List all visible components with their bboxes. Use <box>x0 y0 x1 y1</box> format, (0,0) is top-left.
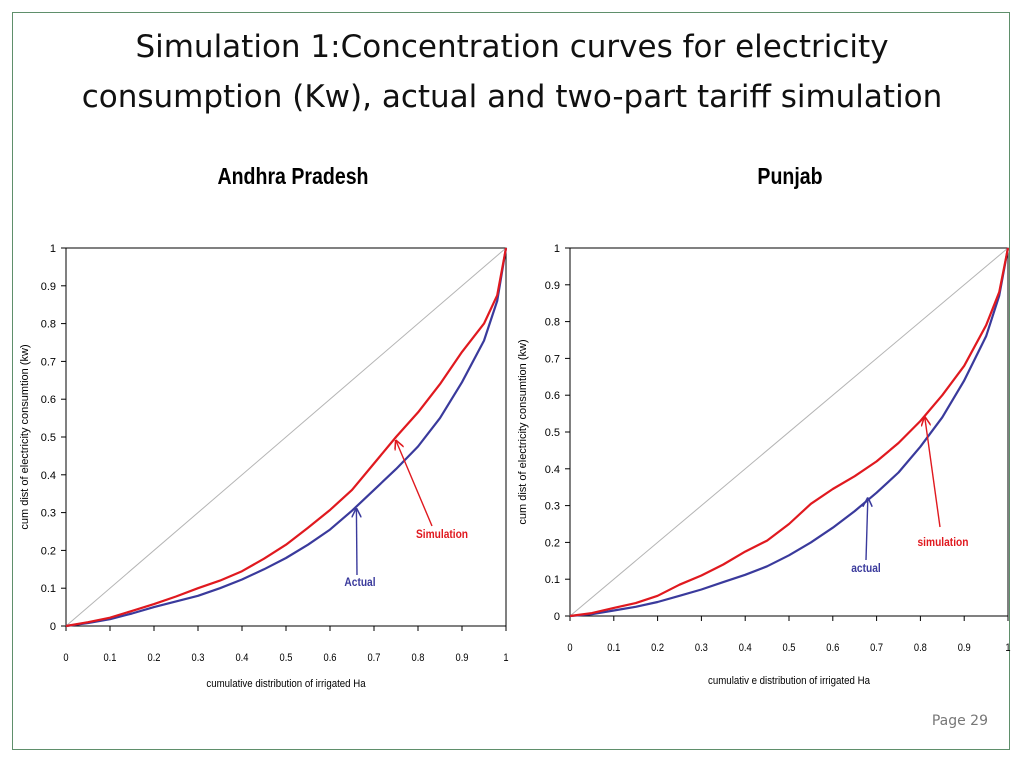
y-tick-label-punjab-5: 0.5 <box>545 427 560 439</box>
y-tick-label-punjab-8: 0.8 <box>545 317 560 329</box>
x-tick-label-andhra-pradesh-7: 0.7 <box>368 652 381 664</box>
y-tick-label-andhra-pradesh-5: 0.5 <box>41 432 56 444</box>
x-tick-label-punjab-6: 0.6 <box>826 642 839 654</box>
y-tick-label-andhra-pradesh-7: 0.7 <box>41 356 56 368</box>
chart-title-punjab: Punjab <box>757 163 823 189</box>
x-tick-label-andhra-pradesh-3: 0.3 <box>192 652 205 664</box>
series-actual-andhra-pradesh <box>65 247 508 628</box>
page-number: Page 29 <box>931 713 988 729</box>
x-tick-label-andhra-pradesh-8: 0.8 <box>412 652 425 664</box>
annotation-arrow-simulation-andhra-pradesh <box>396 441 433 527</box>
x-tick-label-punjab-1: 0.1 <box>607 642 620 654</box>
y-tick-label-punjab-7: 0.7 <box>545 353 560 365</box>
annotation-arrow-actual-punjab <box>866 498 868 561</box>
equality-line-punjab <box>569 247 1009 617</box>
x-tick-label-punjab-8: 0.8 <box>914 642 927 654</box>
x-tick-label-andhra-pradesh-1: 0.1 <box>104 652 117 664</box>
y-tick-label-punjab-9: 0.9 <box>545 280 560 292</box>
x-axis-label-punjab: cumulativ e distribution of irrigated Ha <box>708 676 870 688</box>
y-tick-label-punjab-4: 0.4 <box>545 464 560 476</box>
y-tick-label-andhra-pradesh-1: 0.1 <box>41 583 56 595</box>
series-simulation-andhra-pradesh <box>65 247 508 628</box>
y-tick-label-punjab-6: 0.6 <box>545 390 560 402</box>
equality-line-andhra-pradesh <box>65 247 507 627</box>
chart-punjab: 0 0.1 0.2 0.3 0.4 0.5 0.6 0.7 0.8 0.9 1 0 0.1 0.2 0.3 0… <box>517 243 1011 687</box>
x-tick-label-punjab-7: 0.7 <box>870 642 883 654</box>
annotation-arrow-simulation-punjab <box>925 417 941 528</box>
y-tick-label-punjab-10: 1 <box>554 243 560 255</box>
y-tick-label-andhra-pradesh-2: 0.2 <box>41 545 56 557</box>
x-tick-label-punjab-5: 0.5 <box>783 642 796 654</box>
y-tick-label-andhra-pradesh-4: 0.4 <box>41 470 56 482</box>
x-tick-label-punjab-10: 1 <box>1005 642 1010 654</box>
series-actual-punjab <box>569 247 1010 618</box>
x-tick-label-andhra-pradesh-4: 0.4 <box>236 652 249 664</box>
y-tick-label-punjab-0: 0 <box>554 611 560 623</box>
y-tick-label-andhra-pradesh-6: 0.6 <box>41 394 56 406</box>
chart-andhra-pradesh: 0 0.1 0.2 0.3 0.4 0.5 0.6 0.7 0.8 0.9 1 0 0.1 0.2 0.3 0… <box>19 243 509 690</box>
annotation-label-actual-andhra-pradesh: Actual <box>344 576 375 589</box>
x-tick-label-punjab-3: 0.3 <box>695 642 708 654</box>
slide-border <box>12 12 1010 750</box>
x-tick-label-punjab-2: 0.2 <box>651 642 664 654</box>
y-tick-label-andhra-pradesh-0: 0 <box>50 621 56 633</box>
y-tick-label-andhra-pradesh-8: 0.8 <box>41 319 56 331</box>
annotation-arrow-actual-andhra-pradesh <box>356 509 357 576</box>
x-tick-label-andhra-pradesh-10: 1 <box>503 652 508 664</box>
x-tick-label-andhra-pradesh-2: 0.2 <box>148 652 161 664</box>
x-tick-label-punjab-0: 0 <box>567 642 572 654</box>
x-tick-label-punjab-9: 0.9 <box>958 642 971 654</box>
slide-title-line-1: Simulation 1:Concentration curves for el… <box>135 29 889 65</box>
y-axis-label-punjab: cum dist of electricity consumtion (kw) <box>517 339 529 524</box>
annotation-label-simulation-punjab: simulation <box>918 536 969 549</box>
y-tick-label-andhra-pradesh-9: 0.9 <box>41 281 56 293</box>
y-axis-label-andhra-pradesh: cum dist of electricity consumtion (kw) <box>19 344 31 529</box>
slide-title-line-2: consumption (Kw), actual and two-part ta… <box>81 79 943 115</box>
chart-title-andhra-pradesh: Andhra Pradesh <box>217 163 369 189</box>
slide-title: Simulation 1:Concentration curves for el… <box>0 22 1024 122</box>
x-tick-label-andhra-pradesh-9: 0.9 <box>456 652 469 664</box>
x-tick-label-andhra-pradesh-6: 0.6 <box>324 652 337 664</box>
x-tick-label-andhra-pradesh-5: 0.5 <box>280 652 293 664</box>
annotation-label-simulation-andhra-pradesh: Simulation <box>416 528 468 541</box>
annotation-label-actual-punjab: actual <box>851 562 880 575</box>
x-tick-label-punjab-4: 0.4 <box>739 642 752 654</box>
y-tick-label-punjab-1: 0.1 <box>545 574 560 586</box>
y-tick-label-punjab-2: 0.2 <box>545 537 560 549</box>
series-simulation-punjab <box>569 247 1010 618</box>
x-tick-label-andhra-pradesh-0: 0 <box>63 652 68 664</box>
y-tick-label-andhra-pradesh-3: 0.3 <box>41 508 56 520</box>
x-axis-label-andhra-pradesh: cumulative distribution of irrigated Ha <box>206 679 365 691</box>
y-tick-label-punjab-3: 0.3 <box>545 501 560 513</box>
y-tick-label-andhra-pradesh-10: 1 <box>50 243 56 255</box>
